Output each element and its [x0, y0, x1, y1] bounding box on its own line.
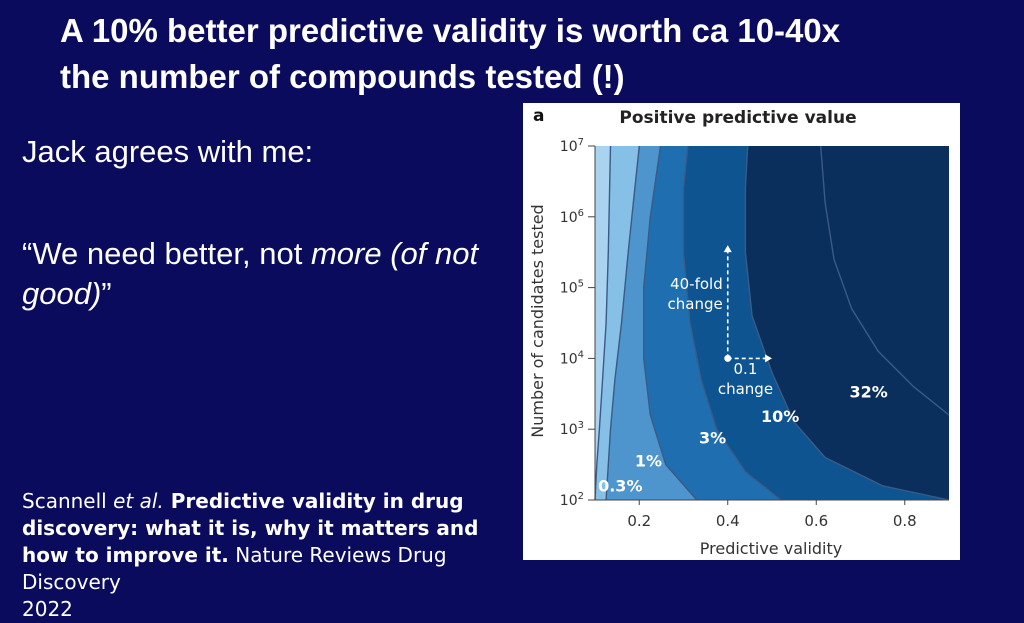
x-axis-label: Predictive validity [700, 539, 842, 558]
y-tick-label-4: 106 [560, 208, 584, 226]
horizontal-annotation-line-2: change [718, 380, 773, 398]
x-tick-label-0: 0.2 [627, 512, 651, 530]
reference-journal: Nature Reviews Drug Discovery [22, 543, 447, 594]
contour-line-0 [594, 145, 612, 501]
y-tick-label-5: 107 [560, 137, 584, 155]
reference-citation: Scannell et al. Predictive validity in d… [22, 488, 512, 623]
vertical-arrow-head [723, 245, 732, 253]
region-labels: 0.3% 1% 3% 10% 32% [598, 382, 888, 495]
annotation-origin-dot [724, 354, 732, 362]
y-tick-label-0: 102 [560, 491, 584, 509]
plot-regions [595, 146, 949, 500]
region-label-2: 3% [699, 428, 726, 447]
ppv-figure: a Positive predictive value 0.2 0.4 0.6 0.8… [523, 103, 960, 560]
horizontal-arrow-head [765, 354, 772, 363]
quote-emphasis: more (of not good) [22, 236, 479, 311]
intro-text: Jack agrees with me: [22, 134, 314, 169]
slide-title-line-1: A 10% better predictive validity is wort… [60, 12, 841, 49]
quote-close: ” [101, 276, 112, 311]
region-label-3: 10% [761, 407, 799, 426]
contour-line-3 [682, 145, 782, 501]
x-tick-label-2: 0.6 [804, 512, 828, 530]
y-tick-label-3: 105 [560, 279, 584, 297]
ppv-chart: a Positive predictive value 0.2 0.4 0.6 0.8… [528, 106, 950, 558]
chart-title: Positive predictive value [619, 108, 856, 128]
reference-author: Scannell [22, 489, 114, 513]
panel-label: a [533, 106, 544, 126]
vertical-annotation-line-1: 40-fold [670, 275, 723, 293]
region-label-1: 1% [635, 452, 662, 471]
contour-lines [594, 145, 950, 501]
x-tick-label-1: 0.4 [716, 512, 740, 530]
contour-line-4 [744, 145, 950, 501]
region-0 [595, 146, 611, 500]
contour-line-1 [605, 145, 640, 501]
quote-open: “We need better, not [22, 236, 311, 271]
reference-year: 2022 [22, 597, 73, 621]
y-tick-label-1: 103 [560, 420, 584, 438]
vertical-annotation-line-2: change [668, 295, 723, 313]
annotations: 40-fold change 0.1 change [668, 245, 773, 398]
slide-title-line-2: the number of compounds tested (!) [60, 58, 625, 95]
reference-etal: et al. [113, 489, 164, 513]
region-label-0: 0.3% [598, 477, 642, 496]
y-axis-label: Number of candidates tested [528, 204, 547, 437]
region-label-4: 32% [849, 382, 887, 401]
contour-line-5 [820, 145, 950, 416]
x-tick-label-3: 0.8 [893, 512, 917, 530]
slide-title: A 10% better predictive validity is wort… [60, 8, 1000, 100]
y-tick-label-2: 104 [560, 349, 584, 367]
reference-title: Predictive validity in drug discovery: w… [22, 489, 479, 567]
contour-line-2 [643, 145, 698, 501]
quote-text: “We need better, not more (of not good)” [22, 234, 502, 314]
horizontal-annotation-line-1: 0.1 [734, 360, 758, 378]
